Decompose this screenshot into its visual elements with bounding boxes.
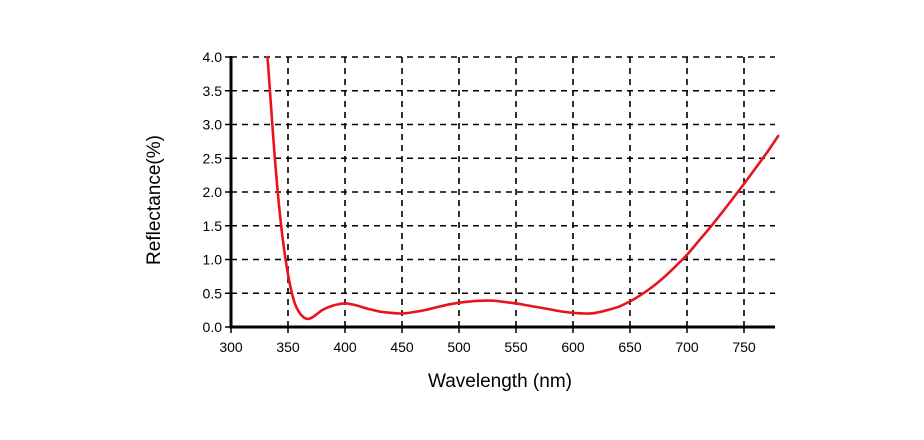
x-tick-label-650: 650 [618, 339, 642, 355]
x-tick-label-700: 700 [675, 339, 699, 355]
x-tick-label-500: 500 [447, 339, 471, 355]
y-tick-label-0: 0.0 [203, 319, 223, 335]
y-tick-label-3_5: 3.5 [203, 83, 223, 99]
x-tick-label-600: 600 [561, 339, 585, 355]
tick-marks [225, 56, 745, 333]
grid-lines [231, 56, 775, 327]
y-tick-labels: 0.0 0.5 1.0 1.5 2.0 2.5 3.0 3.5 4.0 [203, 49, 223, 335]
x-tick-label-400: 400 [333, 339, 357, 355]
x-tick-label-300: 300 [219, 339, 243, 355]
y-tick-label-4: 4.0 [203, 49, 223, 65]
x-tick-labels: 300 350 400 450 500 550 600 650 700 750 [219, 339, 756, 355]
x-axis-label: Wavelength (nm) [428, 371, 572, 392]
series-line-0 [266, 55, 780, 321]
x-tick-label-550: 550 [504, 339, 528, 355]
series-layer [266, 55, 780, 321]
y-tick-label-3: 3.0 [203, 117, 223, 133]
y-axis-label: Reflectance(%) [144, 135, 165, 265]
y-tick-label-2: 2.0 [203, 184, 223, 200]
x-tick-label-450: 450 [390, 339, 414, 355]
x-tick-label-350: 350 [276, 339, 300, 355]
y-tick-label-1_5: 1.5 [203, 218, 223, 234]
y-tick-label-1: 1.0 [203, 252, 223, 268]
y-tick-label-0_5: 0.5 [203, 285, 223, 301]
y-tick-label-2_5: 2.5 [203, 150, 223, 166]
x-tick-label-750: 750 [732, 339, 756, 355]
